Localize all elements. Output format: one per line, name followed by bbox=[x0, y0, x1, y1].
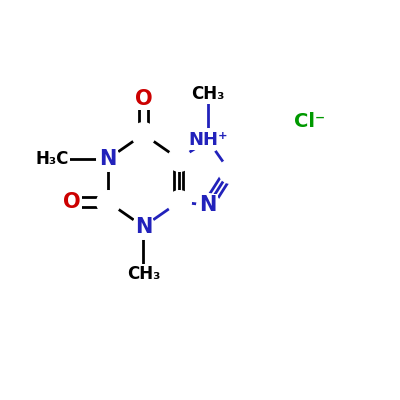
Text: N: N bbox=[135, 217, 152, 237]
Text: N: N bbox=[199, 195, 217, 215]
Text: NH⁺: NH⁺ bbox=[188, 132, 228, 150]
Text: H₃C: H₃C bbox=[36, 150, 69, 168]
Text: Cl⁻: Cl⁻ bbox=[294, 112, 325, 132]
Text: CH₃: CH₃ bbox=[127, 265, 160, 283]
Text: O: O bbox=[134, 89, 152, 109]
Text: N: N bbox=[99, 149, 117, 169]
Text: CH₃: CH₃ bbox=[191, 86, 225, 104]
Text: O: O bbox=[63, 192, 81, 212]
